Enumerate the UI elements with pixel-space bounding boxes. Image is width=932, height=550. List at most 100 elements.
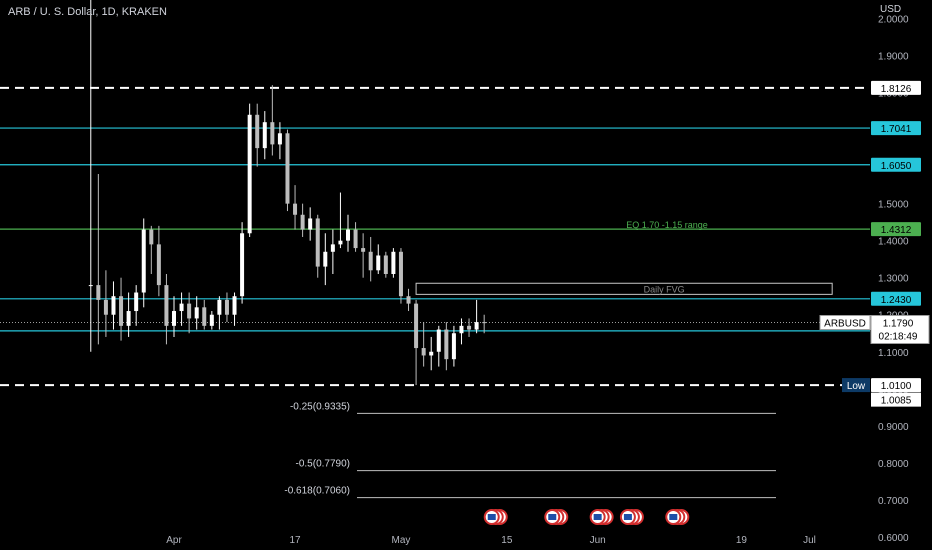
candle-body-9 [156, 244, 161, 286]
candle-body-47 [444, 329, 449, 360]
candle-body-32 [330, 244, 335, 252]
candle-body-25 [277, 133, 282, 145]
price-tag-4: 1.2430 [881, 295, 912, 306]
candle-body-2 [103, 299, 108, 315]
x-tick-5: 19 [736, 535, 748, 546]
price-tag-0: 1.8126 [881, 84, 912, 95]
price-tag-6-bg [871, 378, 921, 393]
y-tick-8: 1.4000 [878, 237, 909, 248]
y-tick-1: 0.7000 [878, 496, 909, 507]
symbol-badge-bg [819, 315, 871, 331]
x-tick-3: 15 [501, 535, 513, 546]
x-tick-1: 17 [289, 535, 301, 546]
candle-body-46 [436, 329, 441, 352]
y-tick-13: 1.9000 [878, 52, 909, 63]
candle-body-44 [421, 348, 426, 356]
candle-body-0 [88, 285, 93, 287]
candle-body-22 [255, 114, 260, 149]
candle-body-5 [126, 311, 131, 326]
candle-body-17 [217, 299, 222, 315]
candle-body-51 [474, 322, 479, 330]
candle-body-10 [164, 285, 169, 326]
candle-body-43 [414, 303, 419, 349]
y-tick-9: 1.5000 [878, 200, 909, 211]
candle-body-18 [224, 299, 229, 315]
candle-body-36 [361, 248, 366, 252]
current-price-tag-bg [870, 315, 930, 345]
candle-body-29 [308, 218, 313, 230]
candle-body-28 [300, 214, 305, 230]
candle-body-21 [247, 114, 252, 234]
candle-body-24 [270, 122, 275, 145]
low-badge-bg [842, 378, 870, 393]
x-tick-2: May [392, 535, 411, 546]
axis-currency: USD [880, 4, 902, 15]
candle-body-38 [376, 255, 381, 271]
low-price: 1.0085 [881, 396, 912, 407]
symbol-badge: ARBUSD [824, 319, 866, 330]
candle-body-6 [134, 292, 139, 312]
candle-body-1 [96, 285, 101, 300]
candle-body-27 [293, 203, 298, 215]
candle-body-40 [391, 251, 396, 274]
candle-body-50 [467, 325, 472, 330]
candle-body-13 [187, 303, 192, 319]
low-price-bg [871, 392, 921, 407]
price-tag-1-bg [871, 121, 921, 136]
bar-countdown: 02:18:49 [879, 332, 918, 343]
event-marker-2 [589, 509, 614, 525]
candle-body-16 [209, 314, 214, 326]
price-tag-3-bg [871, 222, 921, 237]
candle-body-8 [149, 229, 154, 245]
candle-body-12 [179, 303, 184, 312]
candle-body-26 [285, 133, 290, 204]
candle-body-23 [262, 122, 267, 149]
candle-body-34 [346, 229, 350, 241]
candle-body-33 [338, 240, 343, 245]
candle-body-19 [232, 296, 237, 315]
candle-body-45 [429, 351, 434, 356]
x-tick-0: Apr [166, 535, 182, 546]
candle-body-31 [323, 251, 328, 267]
candle-body-4 [119, 296, 124, 326]
y-tick-7: 1.3000 [878, 274, 909, 285]
event-marker-4 [665, 509, 690, 525]
price-tag-1: 1.7041 [881, 124, 912, 135]
y-tick-2: 0.8000 [878, 459, 909, 470]
fib-label-2: -0.618(0.7060) [284, 486, 350, 497]
y-tick-14: 2.0000 [878, 15, 909, 26]
fvg-box [415, 282, 833, 295]
candle-body-37 [368, 251, 373, 271]
candle-body-35 [353, 229, 358, 249]
candle-body-15 [202, 307, 207, 326]
price-tag-2-bg [871, 157, 921, 172]
candle-body-20 [240, 233, 245, 297]
current-price-value: 1.1790 [883, 319, 914, 330]
fib-label-0: -0.25(0.9335) [290, 401, 350, 412]
candle-body-49 [459, 325, 464, 334]
y-tick-0: 0.6000 [878, 533, 909, 544]
event-marker-3 [619, 509, 644, 525]
candle-body-41 [398, 251, 403, 297]
candle-body-52 [482, 322, 487, 324]
event-marker-0 [483, 509, 508, 525]
candle-body-30 [315, 218, 320, 267]
price-tag-0-bg [871, 80, 921, 95]
low-badge: Low [847, 381, 866, 392]
candle-body-3 [111, 296, 116, 315]
candle-body-11 [172, 311, 176, 326]
event-marker-1 [544, 509, 569, 525]
candle-body-48 [451, 333, 456, 360]
fvg-label: Daily FVG [644, 284, 685, 294]
candle-body-7 [141, 229, 146, 293]
price-tag-4-bg [871, 291, 921, 306]
fib-label-1: -0.5(0.7790) [296, 459, 350, 470]
candle-body-39 [383, 255, 388, 274]
price-tag-2: 1.6050 [881, 161, 912, 172]
price-tag-6: 1.0100 [881, 381, 912, 392]
candle-body-14 [194, 307, 199, 319]
y-tick-5: 1.1000 [878, 348, 909, 359]
symbol-title: ARB / U. S. Dollar, 1D, KRAKEN [8, 6, 167, 18]
y-tick-3: 0.9000 [878, 422, 909, 433]
